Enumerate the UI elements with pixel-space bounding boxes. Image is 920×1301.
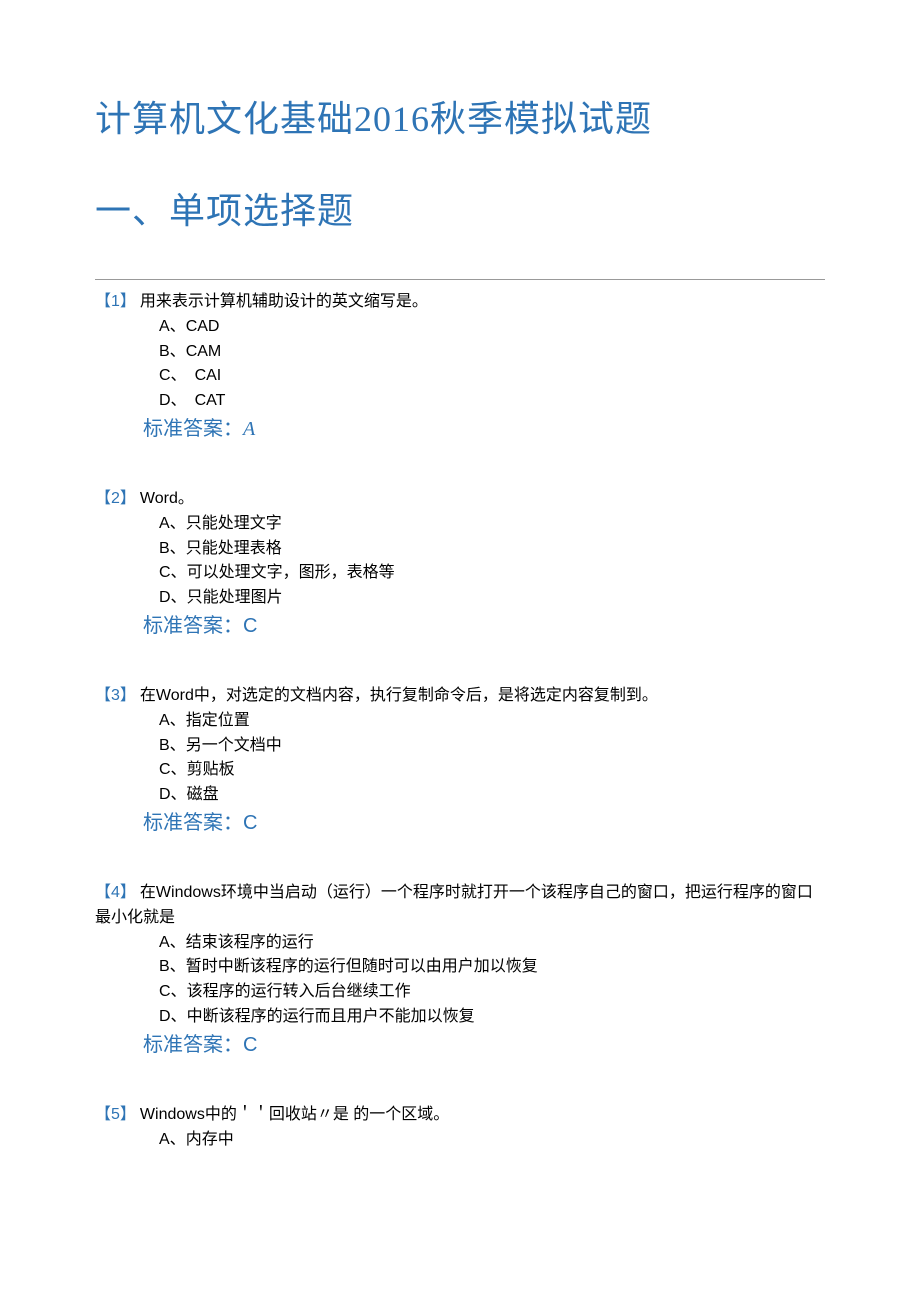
section-title: 一、单项选择题 — [95, 182, 825, 234]
question-block: 【3】 在Word中，对选定的文档内容，执行复制命令后，是将选定内容复制到。 A… — [95, 684, 825, 839]
option-b: B、暂时中断该程序的运行但随时可以由用户加以恢复 — [159, 955, 825, 980]
question-text: Word。 — [140, 490, 194, 507]
question-number: 【2】 — [95, 490, 136, 507]
question-number: 【3】 — [95, 687, 136, 704]
option-a: A、只能处理文字 — [159, 512, 825, 537]
option-d: D、磁盘 — [159, 783, 825, 808]
option-a: A、内存中 — [159, 1128, 825, 1153]
answer-value: C — [243, 615, 257, 637]
answer-value: A — [243, 418, 255, 440]
answer-line: 标准答案：C — [95, 611, 825, 642]
option-b: B、另一个文档中 — [159, 734, 825, 759]
answer-label: 标准答案： — [143, 418, 243, 440]
question-text: 用来表示计算机辅助设计的英文缩写是。 — [140, 293, 428, 310]
answer-label: 标准答案： — [143, 615, 243, 637]
option-c: C、 CAI — [159, 364, 825, 389]
question-number: 【4】 — [95, 884, 136, 901]
document-title: 计算机文化基础2016秋季模拟试题 — [95, 90, 825, 142]
answer-label: 标准答案： — [143, 1034, 243, 1056]
question-text: 在Word中，对选定的文档内容，执行复制命令后，是将选定内容复制到。 — [140, 687, 658, 704]
question-block: 【2】 Word。 A、只能处理文字 B、只能处理表格 C、可以处理文字，图形，… — [95, 487, 825, 642]
option-d: D、中断该程序的运行而且用户不能加以恢复 — [159, 1005, 825, 1030]
option-d: D、 CAT — [159, 389, 825, 414]
question-block: 【1】 用来表示计算机辅助设计的英文缩写是。 A、CAD B、CAM C、 CA… — [95, 290, 825, 445]
question-block: 【4】 在Windows环境中当启动（运行）一个程序时就打开一个该程序自己的窗口… — [95, 881, 825, 1061]
option-c: C、剪贴板 — [159, 758, 825, 783]
option-a: A、CAD — [159, 315, 825, 340]
question-stem: 【5】 Windows中的＇＇回收站〃是 的一个区域。 — [95, 1103, 825, 1128]
question-text: 在Windows环境中当启动（运行）一个程序时就打开一个该程序自己的窗口，把运行… — [95, 884, 813, 926]
option-d: D、只能处理图片 — [159, 586, 825, 611]
question-block: 【5】 Windows中的＇＇回收站〃是 的一个区域。 A、内存中 — [95, 1103, 825, 1153]
options: A、结束该程序的运行 B、暂时中断该程序的运行但随时可以由用户加以恢复 C、该程… — [95, 931, 825, 1030]
options: A、内存中 — [95, 1128, 825, 1153]
answer-value: C — [243, 1034, 257, 1056]
option-c: C、可以处理文字，图形，表格等 — [159, 561, 825, 586]
option-b: B、CAM — [159, 340, 825, 365]
page: 计算机文化基础2016秋季模拟试题 一、单项选择题 【1】 用来表示计算机辅助设… — [0, 0, 920, 1301]
question-stem: 【2】 Word。 — [95, 487, 825, 512]
question-stem: 【4】 在Windows环境中当启动（运行）一个程序时就打开一个该程序自己的窗口… — [95, 881, 825, 931]
option-c: C、该程序的运行转入后台继续工作 — [159, 980, 825, 1005]
answer-label: 标准答案： — [143, 812, 243, 834]
question-text: Windows中的＇＇回收站〃是 的一个区域。 — [140, 1106, 449, 1123]
question-stem: 【3】 在Word中，对选定的文档内容，执行复制命令后，是将选定内容复制到。 — [95, 684, 825, 709]
answer-line: 标准答案：C — [95, 808, 825, 839]
answer-value: C — [243, 812, 257, 834]
answer-line: 标准答案：C — [95, 1030, 825, 1061]
question-number: 【1】 — [95, 293, 136, 310]
question-number: 【5】 — [95, 1106, 136, 1123]
options: A、只能处理文字 B、只能处理表格 C、可以处理文字，图形，表格等 D、只能处理… — [95, 512, 825, 611]
answer-line: 标准答案：A — [95, 414, 825, 445]
options: A、指定位置 B、另一个文档中 C、剪贴板 D、磁盘 — [95, 709, 825, 808]
question-stem: 【1】 用来表示计算机辅助设计的英文缩写是。 — [95, 290, 825, 315]
option-a: A、指定位置 — [159, 709, 825, 734]
option-b: B、只能处理表格 — [159, 537, 825, 562]
divider — [95, 279, 825, 280]
options: A、CAD B、CAM C、 CAI D、 CAT — [95, 315, 825, 414]
option-a: A、结束该程序的运行 — [159, 931, 825, 956]
